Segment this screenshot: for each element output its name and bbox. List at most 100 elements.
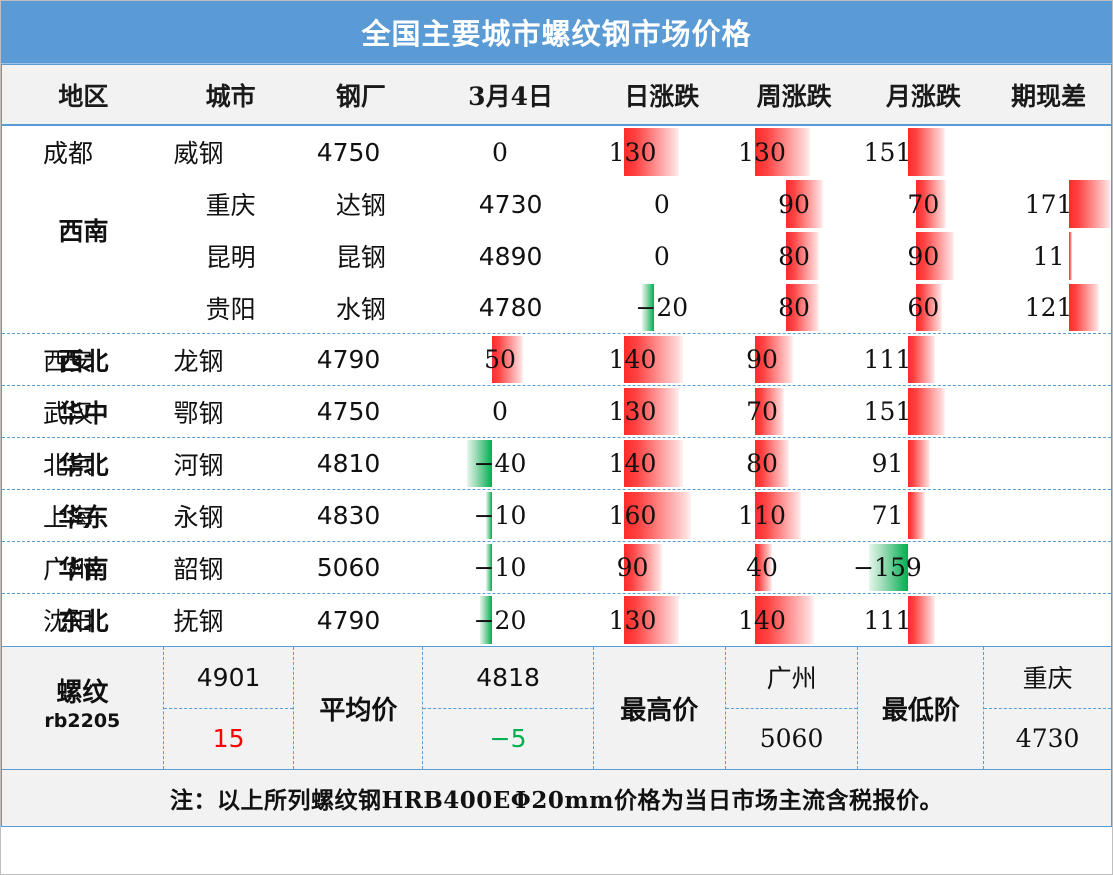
cell-month: 80	[699, 438, 825, 489]
month-value: 70	[907, 189, 940, 219]
cell-city: 广州	[42, 554, 93, 584]
cell-week: 80	[728, 230, 861, 282]
day-value: 0	[653, 241, 670, 271]
cell-week: 160	[566, 490, 699, 541]
highest-values-cell: 广州 5060	[725, 647, 859, 769]
data-bar	[908, 596, 936, 644]
month-value: 140	[738, 605, 786, 635]
cell-day: 0	[596, 230, 728, 282]
basis-value: 11	[1032, 241, 1065, 271]
header-basis: 期现差	[1011, 81, 1087, 111]
data-bar	[908, 336, 936, 383]
footnote-row: 注：以上所列螺纹钢HRB400EΦ20mm价格为当日市场主流含税报价。	[1, 769, 1112, 827]
month-value: 60	[907, 293, 940, 322]
contract-cell: 螺纹 rb2205	[2, 647, 164, 769]
cell-month: 60	[860, 282, 986, 333]
cell-city: 贵阳	[205, 294, 256, 324]
cell-day: −20	[596, 282, 728, 333]
cell-mill: 抚钢	[173, 607, 224, 636]
cell-week: 90	[566, 542, 699, 593]
day-value: −10	[473, 501, 527, 530]
cell-region: 华南	[58, 555, 109, 584]
cell-region-spacer	[2, 230, 165, 282]
data-bar	[908, 492, 926, 539]
cell-region: 华东	[58, 503, 109, 532]
week-value: 130	[608, 137, 657, 167]
cell-day: 0	[596, 178, 728, 230]
cell-price: 5060	[316, 553, 381, 582]
futures-price: 4901	[163, 647, 294, 709]
basis-value: 111	[863, 345, 912, 374]
contract-code: rb2205	[44, 710, 121, 733]
cell-basis: 151	[825, 126, 950, 178]
cell-month: 70	[860, 178, 986, 230]
highest-price-label: 最高价	[594, 647, 726, 769]
table-row: 华中 武汉 鄂钢 4750 0 130 70 151	[2, 386, 1111, 438]
day-value: 0	[653, 189, 670, 219]
basis-value: 151	[863, 137, 912, 167]
cell-price: 4750	[316, 397, 381, 426]
header-month-change: 月涨跌	[885, 81, 961, 111]
cell-month: 130	[699, 126, 825, 178]
footnote-text: 注：以上所列螺纹钢HRB400EΦ20mm价格为当日市场主流含税报价。	[169, 787, 944, 814]
cell-mill: 永钢	[173, 502, 224, 532]
cell-mill: 鄂钢	[173, 398, 224, 428]
cell-basis: 121	[986, 282, 1111, 333]
week-value: 130	[608, 397, 657, 426]
data-bar	[1069, 284, 1099, 331]
data-bar	[1069, 232, 1072, 280]
highest-city: 广州	[725, 647, 858, 709]
table-row: 昆明 昆钢 4890 0 80 90 11	[2, 230, 1111, 282]
table-row: 西南 成都 威钢 4750 0 130 130 151	[2, 126, 1111, 246]
header-mill: 钢厂	[335, 81, 386, 111]
cell-month: 70	[699, 386, 825, 437]
cell-month: 90	[699, 334, 825, 385]
cell-region-spacer	[2, 178, 165, 230]
cell-mill: 韶钢	[173, 554, 224, 584]
header-week-change: 周涨跌	[756, 81, 832, 111]
cell-month: 110	[699, 490, 825, 541]
average-values-cell: 4818 −5	[423, 647, 594, 769]
table-row: 华东 上海 永钢 4830 −10 160 110 71	[2, 490, 1111, 542]
average-price: 4818	[423, 647, 593, 709]
month-value: 90	[907, 241, 940, 271]
cell-week: 130	[566, 126, 699, 178]
cell-city: 武汉	[42, 398, 93, 428]
cell-day: −10	[434, 490, 566, 541]
week-value: 160	[608, 501, 657, 530]
cell-mill: 龙钢	[173, 346, 224, 376]
cell-price: 4810	[316, 449, 381, 478]
month-value: 90	[746, 345, 778, 374]
cell-city: 北京	[42, 450, 93, 480]
cell-price: 4780	[478, 293, 543, 322]
cell-region: 华中	[58, 399, 109, 428]
cell-basis: 151	[825, 386, 950, 437]
cell-price: 4830	[316, 501, 381, 530]
cell-city: 上海	[42, 502, 93, 532]
cell-mill: 河钢	[173, 450, 224, 480]
futures-values-cell: 4901 15	[163, 647, 295, 769]
cell-city: 成都	[42, 139, 93, 168]
cell-mill: 水钢	[335, 294, 386, 324]
table-header: 地区 城市 钢厂 3月4日 日涨跌 周涨跌 月涨跌 期现差	[1, 64, 1112, 126]
data-bar	[908, 388, 945, 435]
day-value: −40	[473, 449, 527, 478]
page-title: 全国主要城市螺纹钢市场价格	[361, 17, 752, 51]
basis-value: 121	[1024, 293, 1073, 322]
basis-value: 151	[863, 397, 912, 426]
cell-week: 90	[728, 178, 861, 230]
data-bar	[908, 440, 931, 487]
cell-day: 0	[434, 386, 566, 437]
cell-city: 昆明	[205, 243, 256, 272]
table-title-bar: 全国主要城市螺纹钢市场价格	[1, 1, 1112, 64]
week-value: 80	[778, 293, 810, 322]
basis-value: 171	[1024, 189, 1073, 219]
month-value: 110	[738, 501, 786, 530]
cell-week: 140	[566, 438, 699, 489]
cell-basis: 111	[825, 334, 950, 385]
cell-region: 东北	[58, 607, 109, 636]
day-value: −20	[473, 605, 527, 635]
lowest-price: 4730	[1015, 724, 1080, 754]
week-value: 130	[608, 605, 657, 635]
